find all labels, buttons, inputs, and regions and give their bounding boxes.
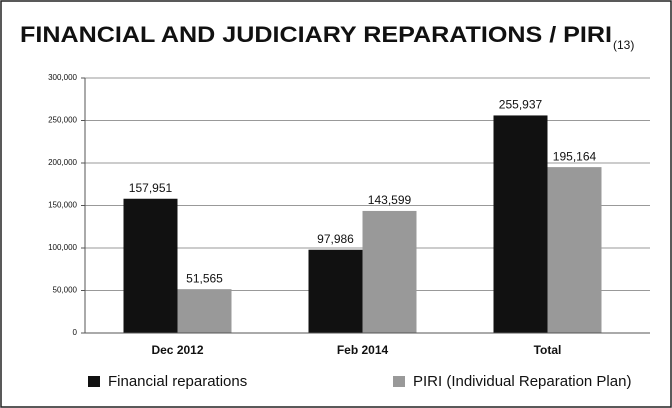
bar: [123, 198, 178, 333]
x-tick-label: Total: [534, 343, 562, 357]
value-label: 195,164: [553, 149, 597, 163]
y-tick-label: 300,000: [48, 73, 77, 82]
legend-label: Financial reparations: [108, 373, 247, 390]
bar: [177, 289, 232, 333]
legend-label: PIRI (Individual Reparation Plan): [413, 373, 631, 390]
bar: [308, 249, 363, 333]
y-tick-label: 100,000: [48, 243, 77, 252]
bar: [362, 210, 417, 333]
x-tick-label: Feb 2014: [337, 343, 389, 357]
title-suffix: (13): [613, 38, 634, 52]
x-tick-label: Dec 2012: [151, 343, 203, 357]
y-tick-label: 150,000: [48, 201, 77, 210]
y-tick-label: 250,000: [48, 116, 77, 125]
value-label: 51,565: [186, 271, 223, 285]
y-tick-label: 0: [73, 328, 78, 337]
bar: [493, 115, 548, 333]
legend-swatch: [393, 376, 405, 387]
value-label: 255,937: [499, 98, 543, 112]
chart-title: FINANCIAL AND JUDICIARY REPARATIONS / PI…: [20, 22, 612, 47]
value-label: 157,951: [129, 181, 173, 195]
y-tick-label: 200,000: [48, 158, 77, 167]
y-tick-label: 50,000: [53, 286, 78, 295]
bar: [547, 167, 602, 333]
value-label: 97,986: [317, 232, 354, 246]
legend-swatch: [88, 376, 100, 387]
value-label: 143,599: [368, 193, 412, 207]
